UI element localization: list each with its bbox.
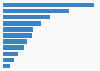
Bar (2, 52, 18, 56)
Bar (2, 58, 14, 62)
Bar (2, 39, 27, 44)
Bar (2, 21, 41, 26)
Bar (2, 45, 24, 50)
Bar (2, 64, 10, 68)
Bar (2, 9, 68, 13)
Bar (2, 15, 50, 19)
Bar (2, 27, 33, 32)
Bar (2, 3, 94, 7)
Bar (2, 33, 32, 38)
